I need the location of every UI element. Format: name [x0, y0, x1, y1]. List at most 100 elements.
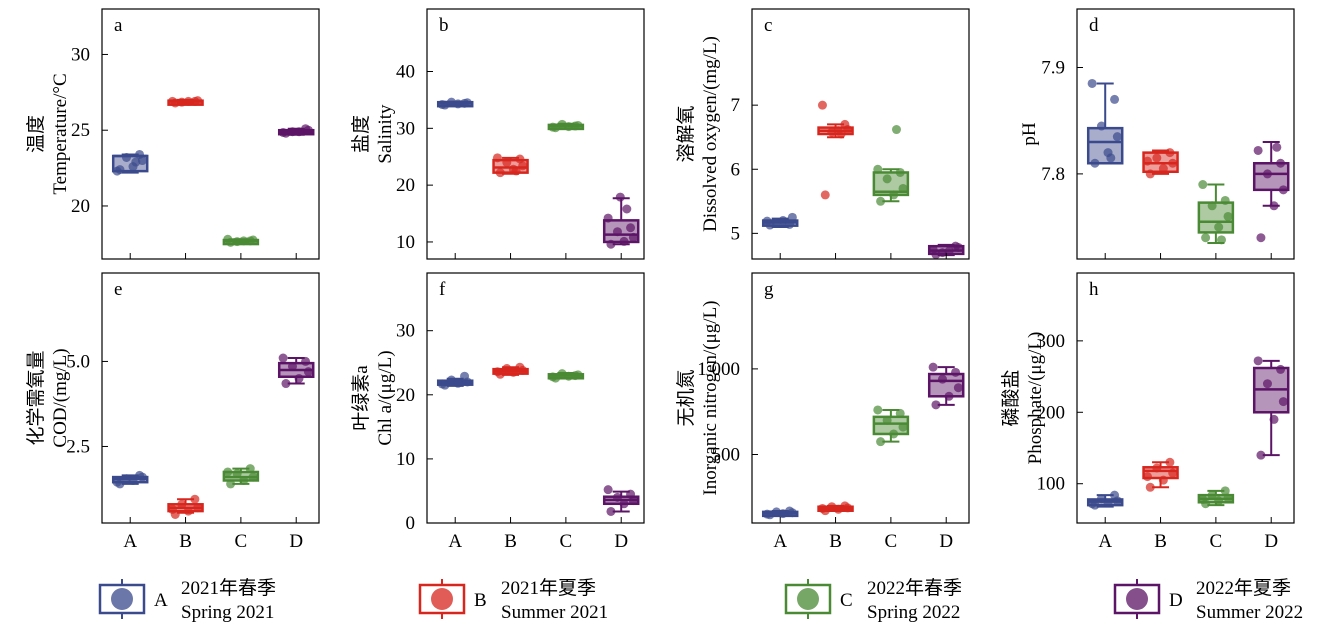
- y-tick-label: 20: [396, 175, 415, 196]
- axes-frame: [1076, 272, 1295, 524]
- data-point: [771, 217, 781, 227]
- data-point: [937, 248, 947, 258]
- y-axis-label-en: Salinity: [375, 104, 396, 164]
- legend-label-en: Summer 2021: [501, 602, 608, 623]
- data-point: [112, 166, 122, 176]
- data-point: [570, 371, 580, 381]
- y-axis-label-en: COD/(mg/L): [50, 348, 71, 447]
- axes-frame: [751, 8, 970, 260]
- y-axis-label-en: Temperature/°C: [50, 73, 71, 194]
- y-tick-label: 20: [71, 196, 90, 217]
- box-b-D: [602, 192, 640, 249]
- axes-frame: [1076, 8, 1295, 260]
- data-point: [619, 499, 629, 509]
- x-tick-label: C: [1210, 531, 1223, 552]
- data-point: [771, 507, 781, 517]
- box-g-B: [817, 501, 854, 516]
- panel-g: 500 1 000 A B C Dg 无机氮 Inorganic nitrogen/(μg/L…: [675, 272, 970, 552]
- data-point: [287, 127, 297, 137]
- data-point: [278, 353, 288, 363]
- legend-label-en: Summer 2022: [1196, 602, 1303, 623]
- data-point: [495, 168, 505, 178]
- data-point: [502, 364, 512, 374]
- data-point: [1142, 156, 1152, 166]
- box-d-C: [1197, 180, 1235, 245]
- x-tick-label: B: [1154, 531, 1167, 552]
- data-point: [557, 369, 567, 379]
- data-point: [1269, 201, 1279, 211]
- y-tick-label: 10: [396, 449, 415, 470]
- data-point: [1198, 180, 1208, 190]
- data-point: [840, 501, 850, 511]
- x-tick-label: C: [885, 531, 898, 552]
- legend-item-B: B 2021年夏季 Summer 2021: [418, 577, 608, 623]
- data-point: [615, 192, 625, 202]
- box-b-B: [492, 153, 529, 178]
- data-point: [287, 362, 297, 372]
- data-point: [183, 96, 193, 106]
- y-axis-label-en: Inorganic nitrogen/(μg/L): [700, 300, 721, 495]
- data-point: [1207, 490, 1217, 500]
- data-point: [167, 96, 177, 106]
- y-axis-label: 叶绿素a Chl a/(μg/L): [350, 350, 396, 445]
- data-point: [876, 196, 886, 206]
- axes-frame: [751, 272, 970, 524]
- box-d-A: [1086, 78, 1124, 168]
- data-point: [1220, 486, 1230, 496]
- y-tick-label: 5: [731, 223, 741, 244]
- box-e-B: [167, 494, 204, 519]
- data-point: [1096, 494, 1106, 504]
- data-point: [898, 422, 908, 432]
- data-point: [1087, 78, 1097, 88]
- legend-key: C: [840, 590, 853, 611]
- x-tick-label: A: [1098, 531, 1112, 552]
- data-point: [167, 504, 177, 514]
- data-point: [570, 121, 580, 131]
- data-point: [515, 154, 525, 164]
- data-point: [223, 467, 233, 477]
- axes-frame: [101, 272, 320, 524]
- data-point: [1152, 153, 1162, 163]
- x-tick-label: D: [1264, 531, 1278, 552]
- data-point: [1207, 201, 1217, 211]
- data-point: [177, 97, 187, 107]
- y-tick-label: 30: [396, 118, 415, 139]
- box-d-B: [1142, 148, 1179, 179]
- y-tick-label: 5.0: [66, 351, 90, 372]
- y-axis-label-cn: 化学需氧量: [25, 350, 47, 445]
- legend-marker: [431, 588, 453, 610]
- data-point: [557, 119, 567, 129]
- data-point: [294, 373, 304, 383]
- data-point: [827, 502, 837, 512]
- y-tick-label: 7.9: [1041, 58, 1065, 79]
- data-point: [840, 119, 850, 129]
- data-point: [603, 485, 613, 495]
- data-point: [446, 97, 456, 107]
- data-point: [183, 506, 193, 516]
- box-c-B: [817, 100, 854, 200]
- y-axis-label-cn: 磷酸盐: [1000, 369, 1022, 426]
- panel-d: 7.8 7.9 d pH: [1019, 8, 1295, 260]
- data-point: [135, 470, 145, 480]
- data-point: [626, 223, 636, 233]
- x-tick-label: D: [939, 531, 953, 552]
- x-tick-label: A: [123, 531, 137, 552]
- x-tick-label: A: [773, 531, 787, 552]
- data-point: [502, 157, 512, 167]
- panel-f: 0 10 20 30 A B C Df 叶绿素a Chl a/(μg/L): [350, 272, 645, 552]
- data-point: [1142, 472, 1152, 482]
- y-axis-label: 化学需氧量 COD/(mg/L): [25, 348, 71, 447]
- data-point: [944, 391, 954, 401]
- y-tick-label: 7: [731, 95, 741, 116]
- y-tick-label: 25: [71, 120, 90, 141]
- box-h-C: [1197, 486, 1235, 509]
- y-axis-label-cn: 温度: [25, 115, 47, 153]
- data-point: [492, 367, 502, 377]
- x-tick-label: B: [504, 531, 517, 552]
- y-axis-label-cn: 盐度: [350, 115, 372, 153]
- data-point: [873, 405, 883, 415]
- box-g-C: [872, 405, 910, 447]
- legend-label-cn: 2021年夏季: [501, 577, 596, 599]
- data-point: [303, 367, 313, 377]
- axes-frame: [426, 272, 645, 524]
